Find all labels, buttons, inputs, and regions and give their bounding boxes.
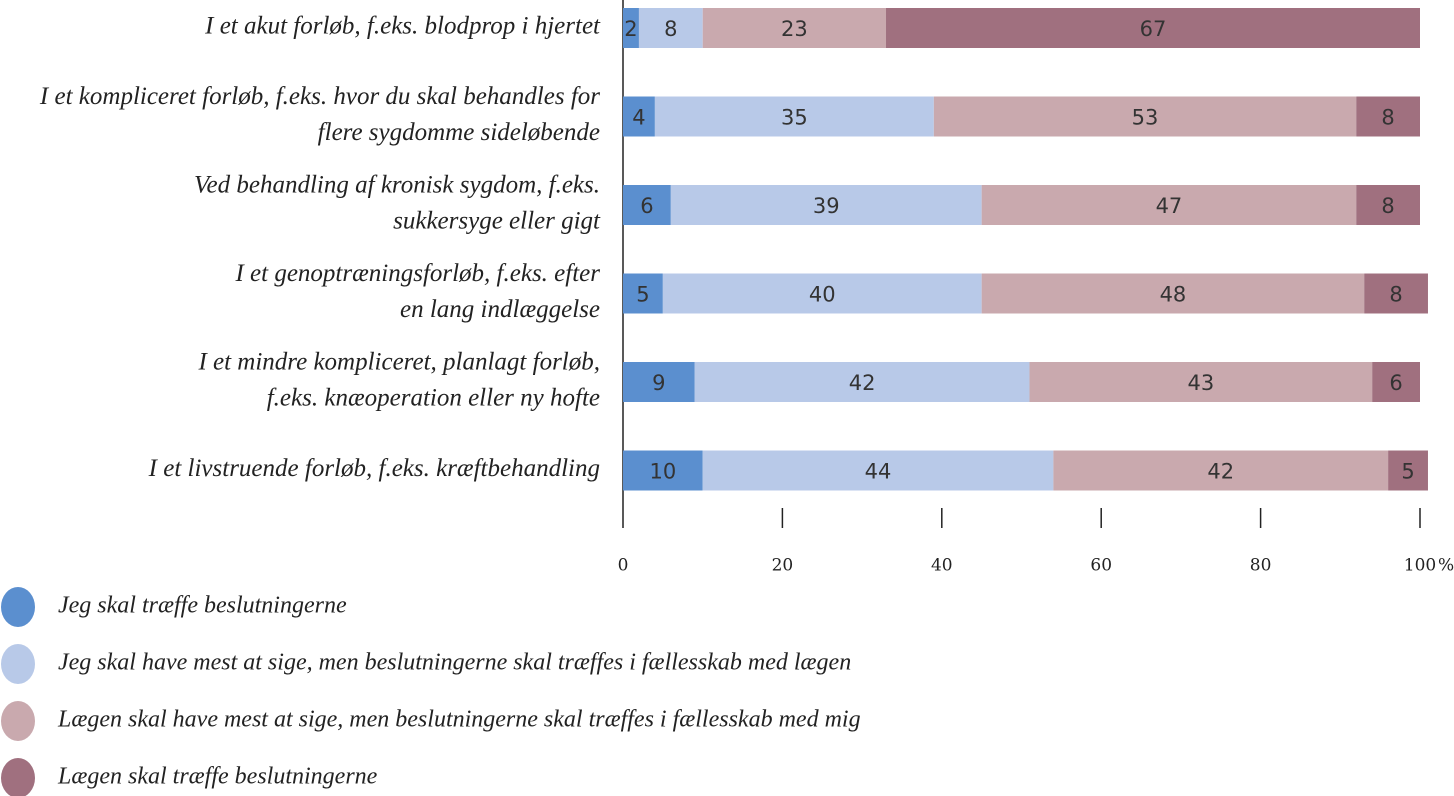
- x-tick-label: 20: [772, 556, 794, 576]
- data-label: 39: [813, 194, 840, 218]
- category-label: I et mindre kompliceret, planlagt forløb…: [197, 349, 600, 376]
- category-label: sukkersyge eller gigt: [393, 208, 601, 235]
- bar-segment: [1372, 362, 1420, 402]
- data-label: 48: [1160, 283, 1187, 307]
- category-label: en lang indlæggelse: [400, 296, 600, 323]
- bar-segment: [1356, 185, 1420, 225]
- bar-segment: [886, 8, 1420, 48]
- data-label: 8: [1381, 194, 1394, 218]
- data-label: 4: [632, 106, 645, 130]
- bar-segment: [1029, 362, 1373, 402]
- legend-label: Lægen skal have mest at sige, men beslut…: [57, 707, 861, 733]
- bar-segment: [1356, 96, 1420, 137]
- bar-segment: [623, 96, 655, 137]
- data-label: 2: [624, 17, 637, 41]
- data-label: 8: [1381, 106, 1394, 130]
- legend-swatch: [1, 758, 35, 796]
- legend-label: Jeg skal have mest at sige, men beslutni…: [58, 650, 851, 676]
- bar-segment: [702, 8, 887, 48]
- bar-segment: [694, 362, 1030, 402]
- x-tick-label: 40: [931, 556, 953, 576]
- category-label: I et livstruende forløb, f.eks. kræftbeh…: [148, 455, 600, 482]
- data-label: 23: [781, 17, 808, 41]
- bar-segment: [981, 273, 1365, 314]
- bar-segment: [623, 185, 671, 225]
- x-tick-label: 80: [1250, 556, 1272, 576]
- data-label: 5: [636, 283, 649, 307]
- legend-swatch: [1, 644, 35, 684]
- data-label: 47: [1156, 194, 1183, 218]
- bar-segment: [654, 96, 934, 137]
- data-label: 5: [1401, 460, 1414, 484]
- category-label: I et genoptræningsforløb, f.eks. efter: [234, 260, 600, 287]
- legend-swatch: [1, 701, 35, 741]
- data-label: 44: [865, 460, 892, 484]
- bar-segment: [933, 96, 1357, 137]
- bar-segment: [1388, 450, 1428, 491]
- data-label: 40: [809, 283, 836, 307]
- category-label: Ved behandling af kronisk sygdom, f.eks.: [194, 172, 600, 199]
- bar-segment: [702, 450, 1054, 491]
- data-label: 10: [649, 460, 676, 484]
- data-label: 6: [640, 194, 653, 218]
- data-label: 35: [781, 106, 808, 130]
- bar-segment: [623, 8, 639, 48]
- bar-segment: [662, 273, 982, 314]
- data-label: 67: [1140, 17, 1167, 41]
- category-label: flere sygdomme sideløbende: [318, 119, 600, 146]
- data-label: 53: [1132, 106, 1159, 130]
- category-label: I et kompliceret forløb, f.eks. hvor du …: [39, 83, 600, 110]
- bar-segment: [623, 450, 703, 491]
- category-label: I et akut forløb, f.eks. blodprop i hjer…: [204, 13, 601, 40]
- data-label: 42: [849, 371, 876, 395]
- x-axis-unit: %: [1438, 556, 1454, 576]
- data-label: 9: [652, 371, 665, 395]
- data-label: 6: [1389, 371, 1402, 395]
- bar-segment: [1364, 273, 1428, 314]
- bar-segment: [638, 8, 703, 48]
- data-label: 43: [1187, 371, 1214, 395]
- x-tick-label: 60: [1090, 556, 1112, 576]
- legend-swatch: [1, 587, 35, 627]
- bar-segment: [623, 273, 663, 314]
- x-tick-label: 100: [1404, 556, 1436, 576]
- x-tick-label: 0: [618, 556, 629, 576]
- legend-label: Jeg skal træffe beslutningerne: [58, 593, 347, 619]
- data-label: 8: [664, 17, 677, 41]
- bar-segment: [623, 362, 695, 402]
- bar-segment: [670, 185, 982, 225]
- bar-segment: [1053, 450, 1389, 491]
- data-label: 8: [1389, 283, 1402, 307]
- category-label: f.eks. knæoperation eller ny hofte: [267, 385, 600, 412]
- legend-label: Lægen skal træffe beslutningerne: [57, 764, 378, 790]
- data-label: 42: [1207, 460, 1234, 484]
- bar-segment: [981, 185, 1357, 225]
